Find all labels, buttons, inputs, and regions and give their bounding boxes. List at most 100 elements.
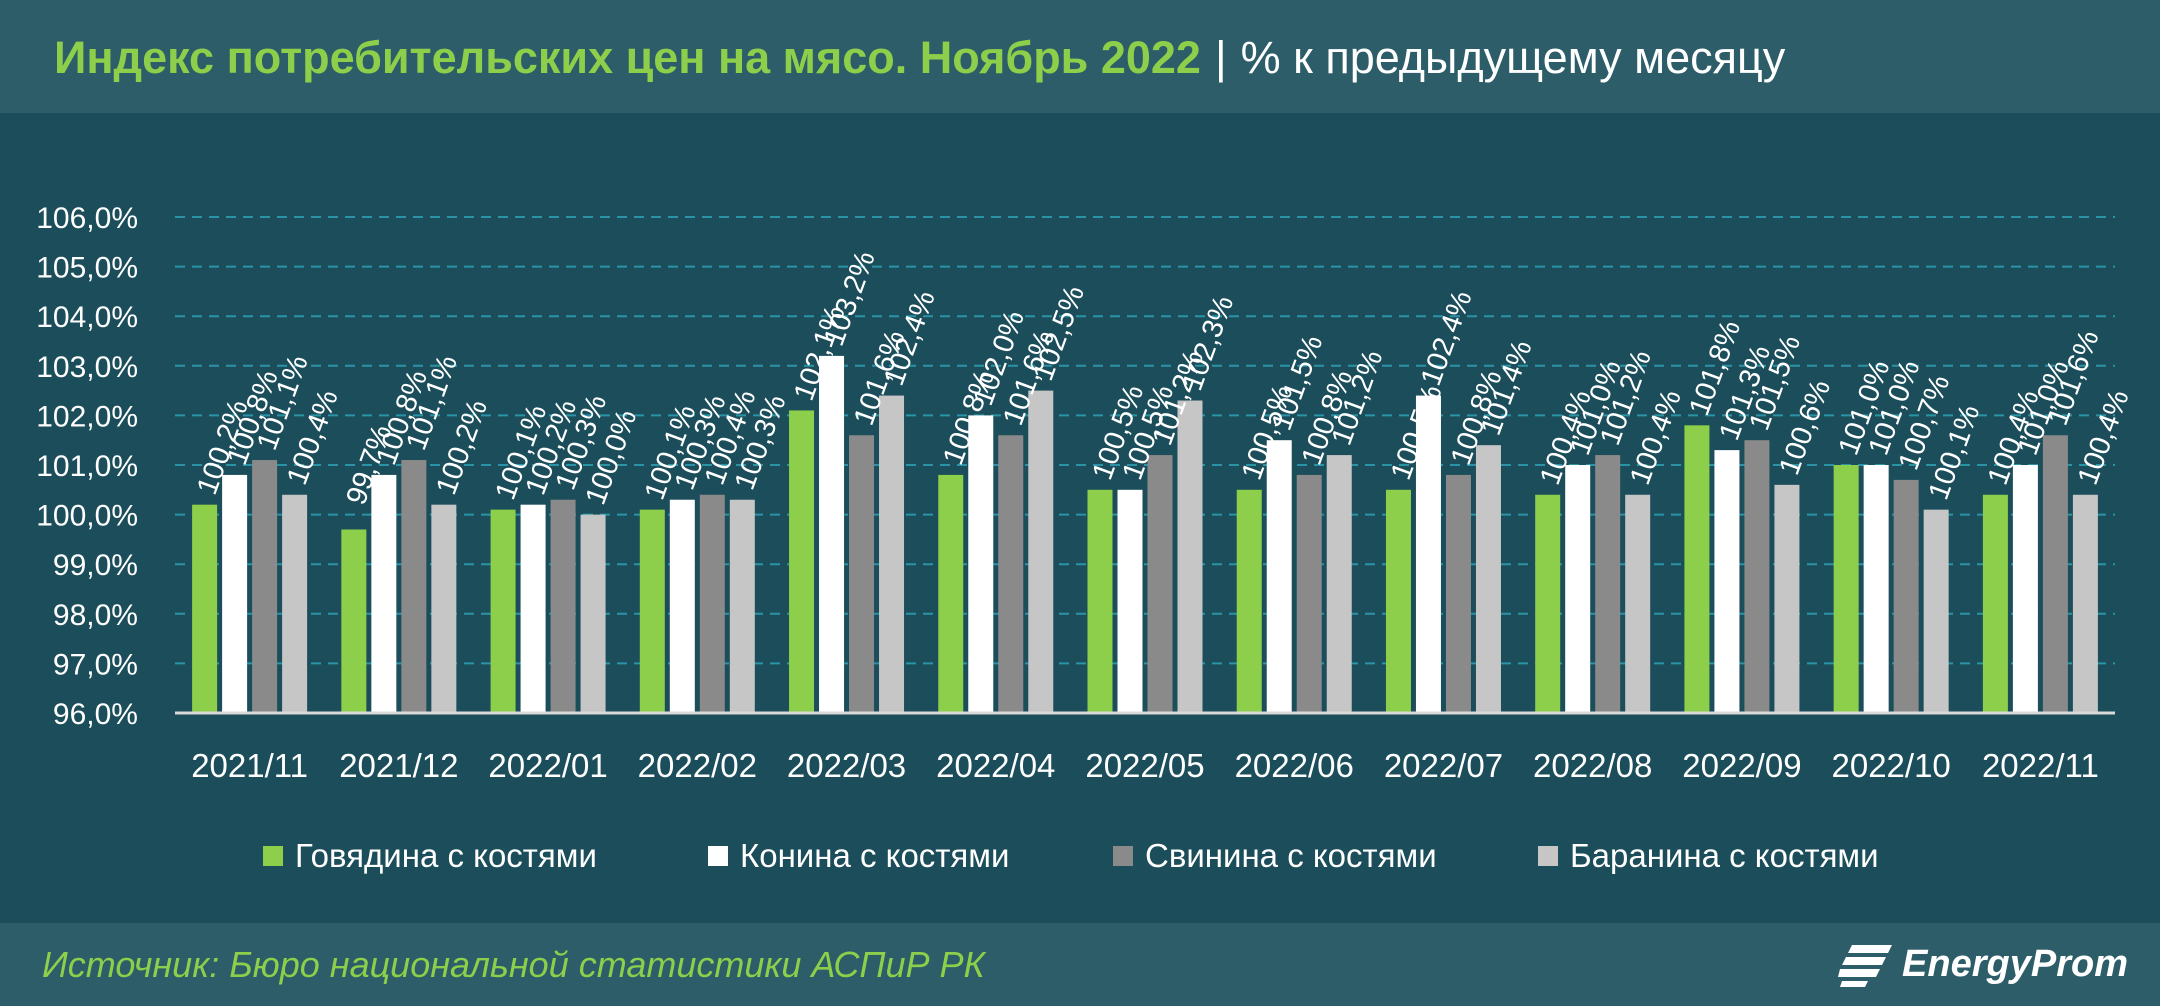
bar: [282, 494, 308, 713]
x-tick-label: 2022/07: [1384, 747, 1503, 784]
x-tick-label: 2022/08: [1533, 747, 1652, 784]
bar: [998, 435, 1024, 713]
x-tick-label: 2022/03: [787, 747, 906, 784]
bar: [192, 504, 218, 713]
bar: [1117, 489, 1143, 713]
bar: [1833, 465, 1859, 713]
y-tick-label: 106,0%: [36, 202, 138, 235]
bar: [729, 499, 755, 713]
bar: [1535, 494, 1561, 713]
bar: [879, 395, 905, 713]
bar: [1565, 465, 1591, 713]
bar: [938, 474, 964, 713]
chart-subtitle: % к предыдущему месяцу: [1240, 32, 1786, 83]
bar: [1923, 509, 1949, 713]
chart-header: Индекс потребительских цен на мясо. Нояб…: [0, 0, 2160, 113]
energyprom-logo-icon: [1838, 945, 1893, 987]
bar: [639, 509, 665, 713]
bar: [1744, 440, 1770, 713]
source-note: Источник: Бюро национальной статистики А…: [42, 944, 985, 985]
x-tick-label: 2022/11: [1982, 747, 2099, 784]
bar: [222, 474, 248, 713]
bar: [1147, 455, 1173, 713]
bar: [1236, 489, 1262, 713]
bar: [1774, 484, 1800, 713]
bar: [699, 494, 725, 713]
y-tick-label: 96,0%: [53, 698, 138, 731]
bar: [789, 410, 815, 713]
y-tick-label: 101,0%: [36, 450, 138, 483]
bar: [1087, 489, 1113, 713]
data-label: 103,2%: [818, 247, 882, 350]
bar: [1475, 445, 1501, 713]
data-label: 102,4%: [1415, 287, 1479, 390]
bar: [401, 460, 427, 713]
energyprom-logo: EnergyProm: [1838, 933, 2128, 995]
chart-title: Индекс потребительских цен на мясо. Нояб…: [54, 32, 1201, 83]
bar: [1982, 494, 2008, 713]
logo-text: EnergyProm: [1902, 942, 2128, 985]
bar: [669, 499, 695, 713]
bar: [2042, 435, 2068, 713]
legend-swatch: [263, 846, 283, 866]
bar: [490, 509, 516, 713]
bar: [431, 504, 457, 713]
x-tick-label: 2022/02: [638, 747, 757, 784]
legend-swatch: [1113, 846, 1133, 866]
bar-chart: 96,0% 97,0% 98,0% 99,0% 100,0% 101,0% 102,0% 10…: [36, 202, 2135, 874]
bar: [580, 514, 606, 713]
x-tick-label: 2022/05: [1085, 747, 1204, 784]
bars: [192, 355, 2098, 713]
x-tick-label: 2022/09: [1682, 747, 1801, 784]
bar: [968, 415, 994, 713]
bar: [550, 499, 576, 713]
x-tick-label: 2022/10: [1832, 747, 1951, 784]
y-tick-label: 97,0%: [53, 648, 138, 681]
bar: [1385, 489, 1411, 713]
bar: [252, 460, 278, 713]
legend-label: Свинина с костями: [1145, 837, 1437, 874]
chart-title-line: Индекс потребительских цен на мясо. Нояб…: [54, 26, 1785, 90]
y-tick-label: 98,0%: [53, 599, 138, 632]
legend-swatch: [1538, 846, 1558, 866]
bar: [1595, 455, 1621, 713]
bar: [1326, 455, 1352, 713]
legend-label: Баранина с костями: [1570, 837, 1879, 874]
x-tick-label: 2021/12: [339, 747, 458, 784]
legend-label: Конина с костями: [740, 837, 1009, 874]
y-axis-ticks: 96,0% 97,0% 98,0% 99,0% 100,0% 101,0% 102,0% 10…: [36, 202, 138, 731]
y-tick-label: 103,0%: [36, 351, 138, 384]
data-label: 102,3%: [1177, 292, 1241, 395]
y-tick-label: 102,0%: [36, 400, 138, 433]
bar: [849, 435, 875, 713]
y-tick-label: 100,0%: [36, 500, 138, 533]
bar: [1415, 395, 1441, 713]
legend-swatch: [708, 846, 728, 866]
chart-footer: Источник: Бюро национальной статистики А…: [0, 923, 2160, 1006]
bar: [520, 504, 546, 713]
bar: [1266, 440, 1292, 713]
chart-area: 96,0% 97,0% 98,0% 99,0% 100,0% 101,0% 102,0% 10…: [0, 113, 2160, 923]
bar: [1684, 425, 1710, 713]
y-tick-label: 104,0%: [36, 301, 138, 334]
x-tick-label: 2022/06: [1235, 747, 1354, 784]
title-separator: |: [1214, 32, 1227, 83]
x-tick-label: 2022/01: [488, 747, 607, 784]
x-tick-label: 2021/11: [191, 747, 308, 784]
y-tick-label: 99,0%: [53, 549, 138, 582]
bar: [1893, 479, 1919, 713]
bar: [2072, 494, 2098, 713]
bar: [371, 474, 397, 713]
bar: [2012, 465, 2038, 713]
legend: Говядина с костями Конина с костями Свинин…: [263, 837, 1879, 874]
legend-label: Говядина с костями: [295, 837, 597, 874]
bar: [341, 529, 367, 713]
y-tick-label: 105,0%: [36, 252, 138, 285]
bar: [1296, 474, 1322, 713]
bar: [1714, 450, 1740, 713]
bar: [1863, 465, 1889, 713]
bar: [1028, 390, 1054, 713]
bar: [1177, 400, 1203, 713]
bar: [1625, 494, 1651, 713]
bar: [819, 355, 845, 713]
